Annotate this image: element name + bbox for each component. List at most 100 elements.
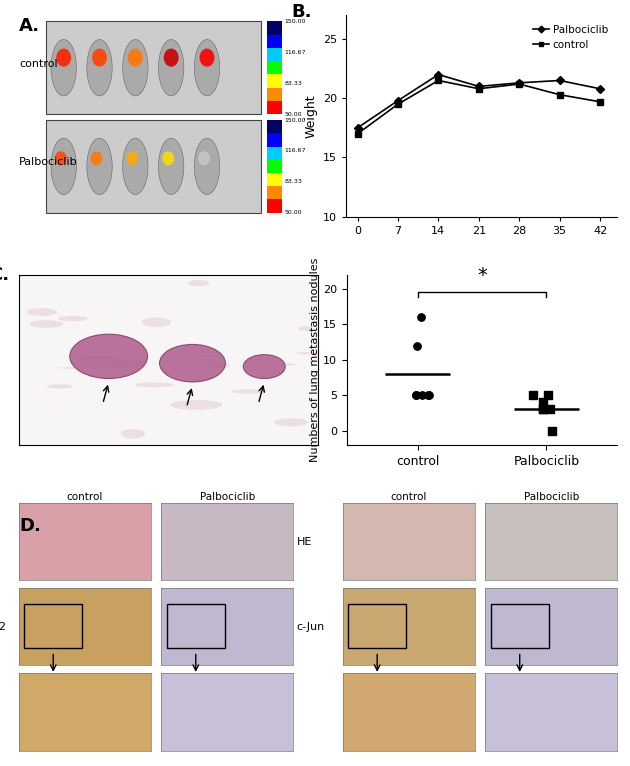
Ellipse shape	[123, 40, 148, 96]
Bar	[24, 604, 83, 649]
Ellipse shape	[142, 318, 171, 327]
Text: 83.33: 83.33	[285, 80, 302, 86]
control	[353, 129, 361, 139]
Ellipse shape	[55, 151, 67, 165]
Title: control: control	[67, 492, 103, 502]
Ellipse shape	[123, 138, 148, 195]
Ellipse shape	[30, 320, 64, 328]
Ellipse shape	[117, 359, 144, 368]
Ellipse shape	[298, 326, 312, 331]
Point	[547, 424, 557, 437]
Ellipse shape	[57, 367, 108, 369]
Bar	[266, 87, 282, 101]
Text: 116.67: 116.67	[285, 50, 306, 54]
Bar	[167, 604, 225, 649]
Ellipse shape	[127, 151, 139, 165]
Y-axis label: Numbers of lung metastasis nodules: Numbers of lung metastasis nodules	[310, 257, 320, 462]
Bar	[46, 21, 261, 114]
control	[475, 84, 483, 93]
Line: control: control	[355, 77, 603, 136]
Text: 116.67: 116.67	[285, 149, 306, 153]
Ellipse shape	[51, 40, 76, 96]
Ellipse shape	[79, 355, 120, 364]
Circle shape	[243, 355, 285, 378]
Ellipse shape	[295, 352, 328, 355]
Point	[546, 404, 556, 416]
Palbociclib	[435, 70, 442, 79]
Text: D.: D.	[19, 517, 41, 535]
Ellipse shape	[47, 385, 72, 388]
Ellipse shape	[164, 48, 179, 67]
Text: COX-2: COX-2	[0, 622, 7, 632]
Ellipse shape	[92, 48, 107, 67]
Bar	[266, 173, 282, 186]
Point	[538, 404, 548, 416]
Text: 150.00: 150.00	[285, 117, 306, 123]
Point	[538, 396, 548, 408]
Circle shape	[70, 334, 147, 378]
Ellipse shape	[209, 362, 229, 368]
Ellipse shape	[26, 308, 57, 316]
Palbociclib	[596, 84, 604, 93]
Text: C.: C.	[0, 266, 9, 284]
Circle shape	[159, 345, 226, 382]
Ellipse shape	[274, 418, 308, 427]
Bar	[266, 47, 282, 61]
Ellipse shape	[128, 48, 143, 67]
Bar	[266, 133, 282, 146]
Palbociclib	[515, 78, 523, 87]
Ellipse shape	[198, 151, 210, 165]
Bar	[266, 61, 282, 74]
Ellipse shape	[188, 280, 209, 286]
Text: HE: HE	[297, 536, 312, 546]
Text: *: *	[477, 267, 487, 285]
Point	[411, 339, 421, 352]
Point	[423, 389, 433, 401]
Point	[543, 389, 553, 401]
Ellipse shape	[194, 355, 224, 357]
Ellipse shape	[58, 316, 88, 322]
Point	[411, 389, 421, 401]
Ellipse shape	[170, 400, 222, 410]
Point	[538, 404, 548, 416]
Text: A.: A.	[19, 18, 40, 35]
Ellipse shape	[87, 138, 112, 195]
Ellipse shape	[200, 48, 214, 67]
Ellipse shape	[135, 382, 174, 388]
Ellipse shape	[231, 389, 267, 394]
Point	[411, 389, 421, 401]
control	[515, 80, 523, 89]
Text: 150.00: 150.00	[285, 19, 306, 24]
control	[435, 76, 442, 85]
Bar	[266, 101, 282, 114]
control	[556, 90, 563, 100]
Point	[528, 389, 538, 401]
Bar	[266, 146, 282, 160]
Text: B.: B.	[292, 3, 312, 21]
Bar	[46, 120, 261, 213]
Title: Palbociclib: Palbociclib	[200, 492, 255, 502]
Bar	[266, 199, 282, 213]
control	[394, 100, 402, 109]
Ellipse shape	[194, 138, 220, 195]
Bar	[266, 21, 282, 34]
Y-axis label: Weight: Weight	[304, 94, 318, 138]
Ellipse shape	[194, 40, 220, 96]
Palbociclib	[353, 123, 361, 133]
Text: 50.00: 50.00	[285, 210, 302, 215]
Text: control: control	[19, 59, 57, 69]
Text: Palbociclib: Palbociclib	[19, 157, 77, 167]
Ellipse shape	[159, 138, 184, 195]
Title: control: control	[391, 492, 427, 502]
Ellipse shape	[87, 40, 112, 96]
Bar	[266, 120, 282, 133]
Line: Palbociclib: Palbociclib	[355, 72, 603, 131]
control	[596, 97, 604, 106]
Legend: Palbociclib, control: Palbociclib, control	[529, 21, 612, 54]
Bar	[266, 160, 282, 173]
Bar	[266, 34, 282, 47]
Bar	[348, 604, 406, 649]
Text: c-Jun: c-Jun	[297, 622, 325, 632]
Ellipse shape	[162, 151, 174, 165]
Title: Palbociclib: Palbociclib	[524, 492, 579, 502]
